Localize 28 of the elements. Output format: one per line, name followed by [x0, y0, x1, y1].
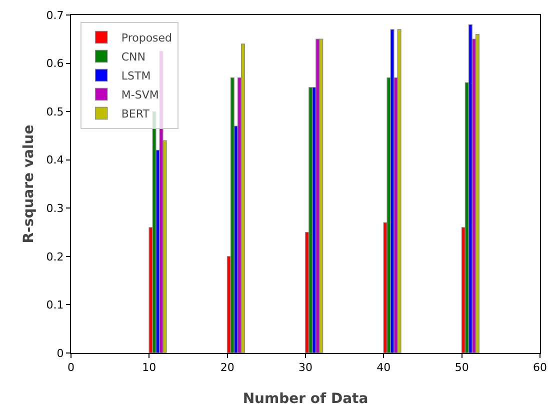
y-axis-title: R-square value [21, 124, 37, 244]
x-tick-label: 10 [142, 361, 156, 374]
bar [390, 29, 394, 353]
x-tick-label: 40 [376, 361, 391, 374]
bar [397, 29, 402, 353]
bar [240, 44, 245, 353]
bar [475, 34, 480, 353]
x-tick-label: 0 [68, 361, 74, 374]
y-tick-label: 0 [56, 346, 64, 360]
y-tick-label: 0.3 [46, 202, 64, 215]
legend-label: M-SVM [121, 88, 159, 102]
y-tick-label: 0.4 [46, 154, 64, 167]
legend-label: CNN [121, 50, 146, 64]
legend-label: BERT [121, 108, 150, 121]
x-tick-label: 60 [533, 361, 547, 374]
y-tick-label: 0.6 [46, 57, 64, 70]
x-axis-title: Number of Data [242, 391, 368, 407]
y-tick-label: 0.7 [46, 8, 64, 22]
x-tick-label: 20 [220, 361, 234, 374]
bar [319, 38, 324, 353]
y-tick-label: 0.2 [46, 250, 64, 264]
y-tick-label: 0.5 [46, 105, 64, 118]
bar [230, 77, 234, 353]
x-tick-label: 50 [454, 361, 469, 374]
y-tick-label: 0.1 [46, 298, 64, 312]
legend-label: LSTM [121, 70, 151, 83]
x-tick-label: 30 [298, 361, 312, 374]
legend-label: Proposed [121, 32, 172, 45]
